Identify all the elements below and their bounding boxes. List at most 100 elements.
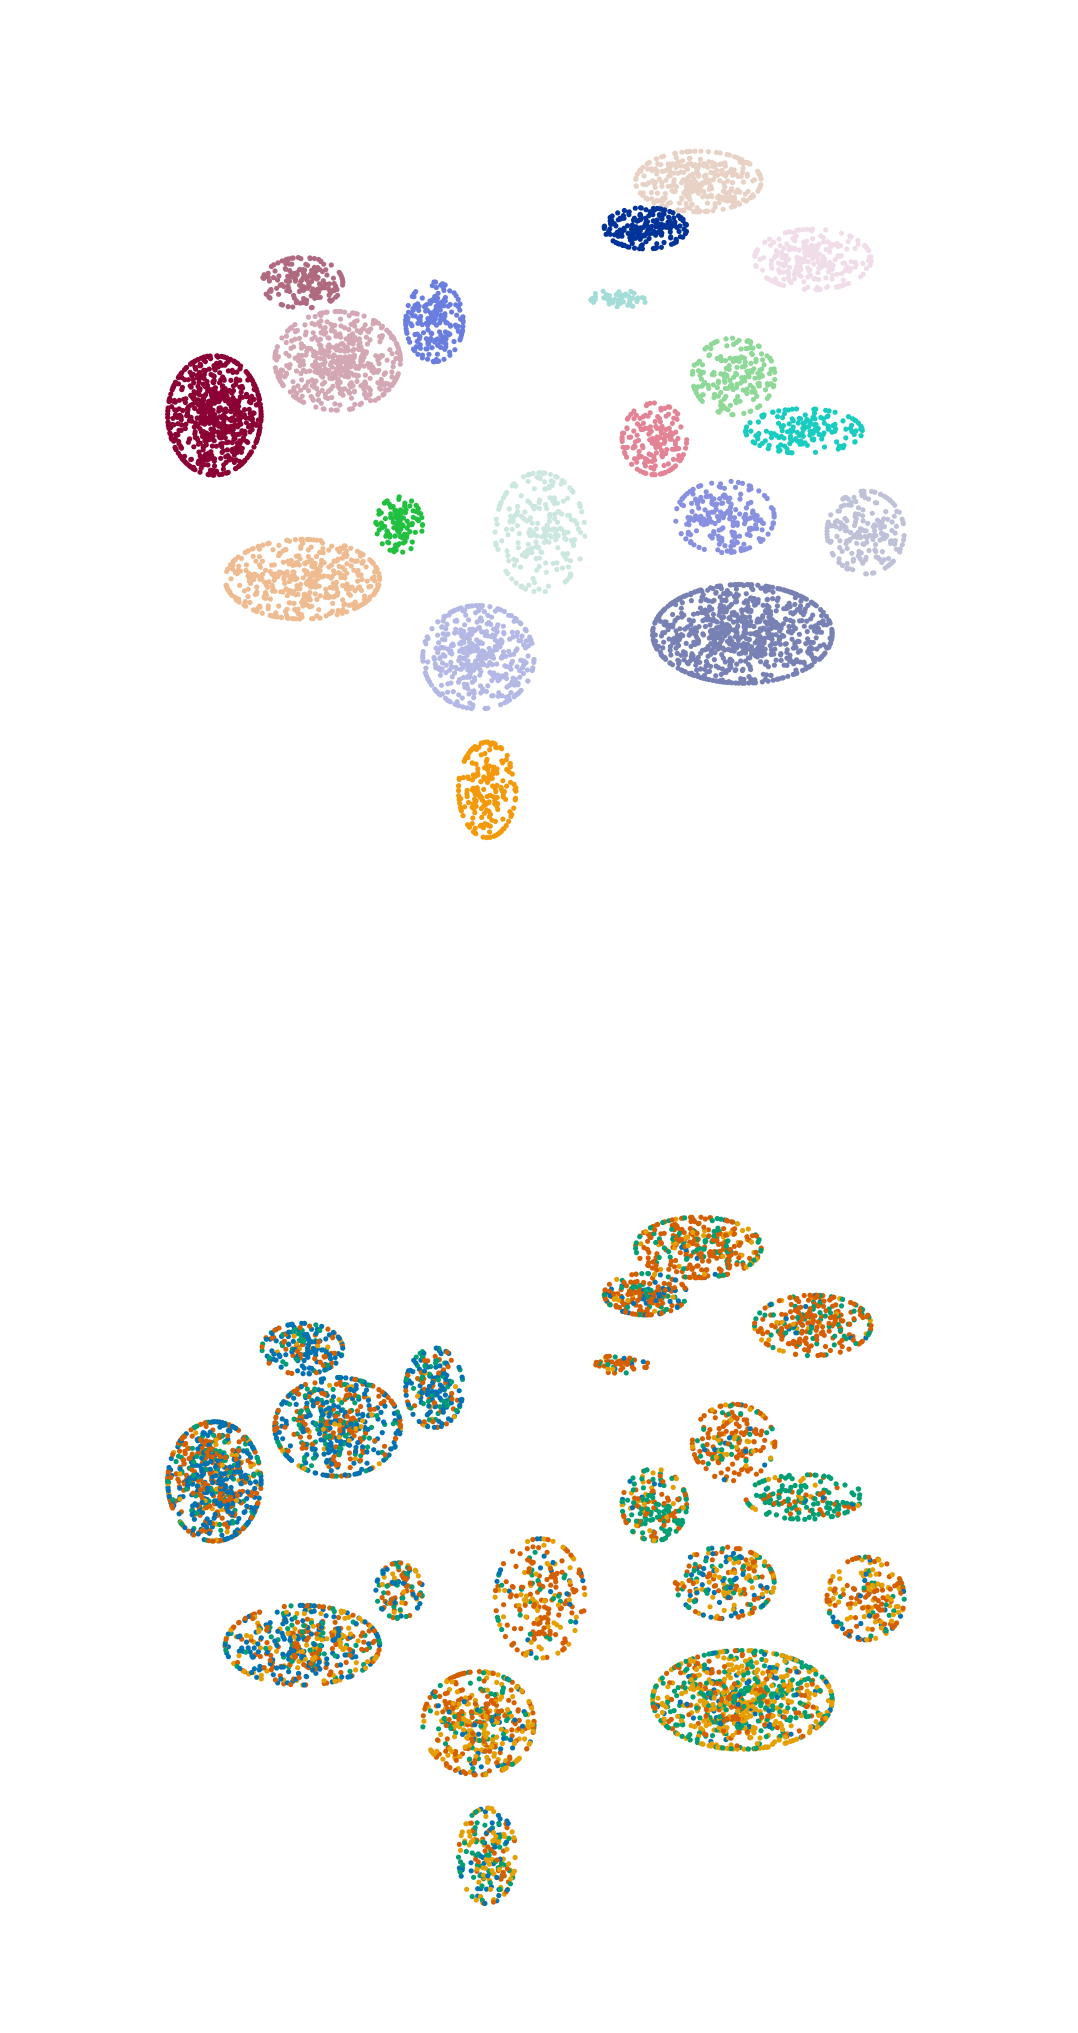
data-point [560,498,567,504]
data-point [619,434,625,440]
data-point [815,259,821,265]
data-point [317,615,323,621]
data-point [766,371,773,377]
data-point [465,822,471,828]
data-point [463,612,469,618]
data-point [228,576,234,582]
data-point [446,698,452,704]
data-point [542,589,548,595]
data-point [899,516,905,522]
data-point [224,447,230,453]
data-point [703,489,709,495]
data-point [775,260,782,266]
data-point [711,160,717,167]
data-point [849,550,855,556]
data-point [338,545,344,551]
data-point [195,423,201,429]
data-point [805,602,811,609]
data-point [487,747,493,753]
data-point [768,435,775,441]
data-point [832,257,838,263]
data-point [607,231,613,237]
data-point [875,555,881,561]
data-point [559,565,566,571]
data-point [283,350,289,356]
data-point [855,237,861,243]
data-point [223,409,229,415]
data-point [838,253,844,259]
data-point [727,402,734,408]
data-point [675,457,681,463]
data-point [841,260,848,266]
data-point [854,540,860,546]
data-point [247,422,253,429]
data-point [270,547,276,553]
data-point [683,536,689,542]
data-point [280,382,286,388]
data-point [253,402,259,408]
data-point [313,572,319,578]
data-point [440,300,446,306]
data-point [179,456,185,462]
data-point [328,407,334,413]
data-point [706,352,712,359]
data-point [516,531,523,537]
data-point [278,301,284,308]
data-point [415,351,421,357]
cluster-7 [420,602,537,712]
data-point [374,566,380,572]
data-point [213,416,219,422]
data-point [243,567,249,574]
data-point [219,429,226,435]
data-point [843,435,849,441]
data-point [219,449,225,455]
data-point [397,534,403,540]
data-point [464,791,470,797]
data-point [221,424,227,430]
data-point [730,412,736,418]
data-point [389,515,395,522]
data-point [645,229,651,235]
data-point [292,278,298,284]
data-point [647,410,653,416]
data-point [359,560,365,566]
data-point [825,413,831,419]
data-point [295,591,301,598]
data-point [499,538,505,544]
data-point [685,161,692,167]
data-point [649,471,655,478]
data-point [825,538,831,544]
data-point [325,344,331,350]
data-point [720,206,726,212]
data-point [458,796,464,802]
data-point [565,564,572,570]
data-point [818,264,825,270]
data-point [796,247,802,253]
data-point [210,393,216,399]
data-point [719,167,725,173]
data-point [536,505,543,511]
data-point [315,362,321,368]
data-point [198,461,204,467]
data-point [307,589,313,596]
data-point [748,360,754,366]
data-point [328,386,334,392]
data-point [555,545,561,551]
data-point [329,394,335,401]
data-point [417,345,423,351]
data-point [470,702,476,708]
data-point [524,667,530,673]
data-point [390,359,396,365]
data-point [744,390,750,397]
data-point [353,372,359,378]
data-point [253,558,259,564]
data-point [309,304,315,311]
data-point [672,439,679,445]
data-point [309,320,315,327]
data-point [690,208,697,215]
data-point [444,320,450,326]
data-point [374,531,380,537]
data-point [239,394,246,400]
data-point [364,328,370,334]
data-point [629,303,636,309]
